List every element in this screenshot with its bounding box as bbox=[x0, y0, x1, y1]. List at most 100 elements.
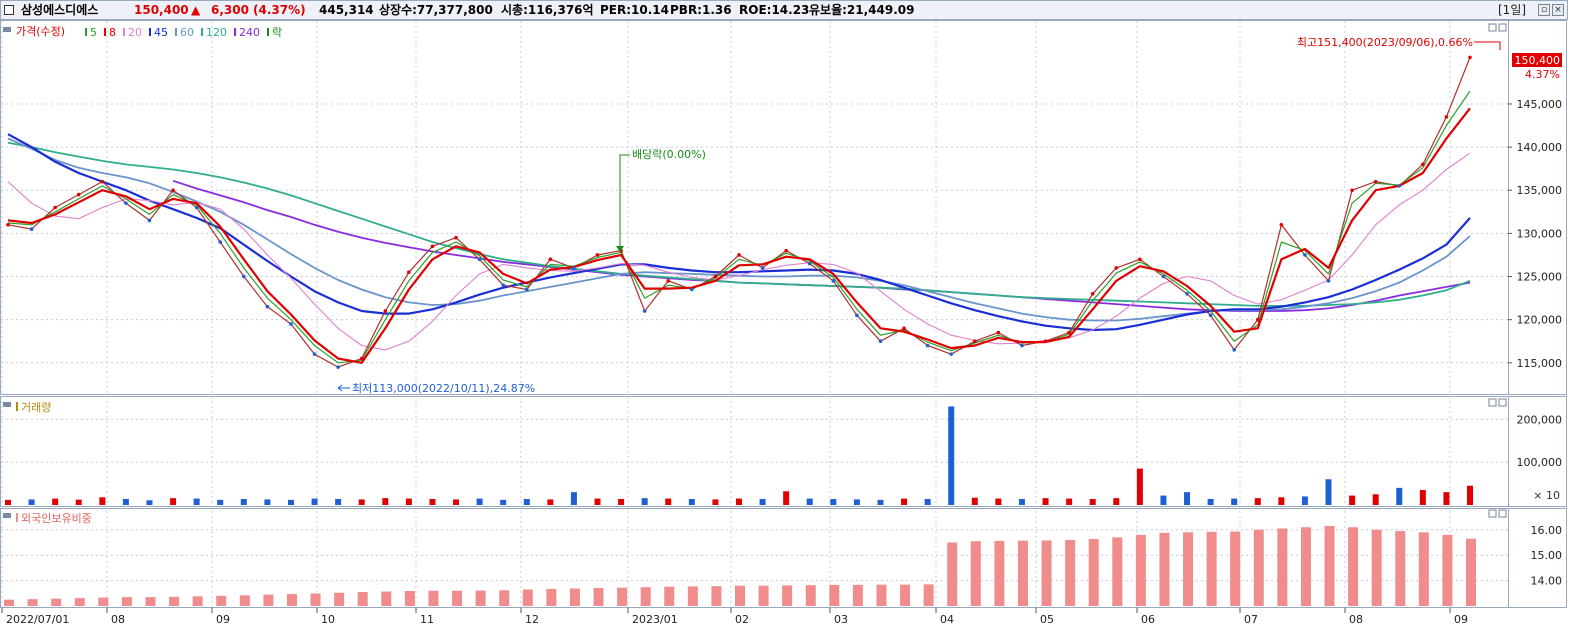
select-checkbox[interactable] bbox=[4, 5, 14, 15]
last-pct-label: 4.37% bbox=[1525, 68, 1560, 81]
series-line-ma120 bbox=[7, 141, 1471, 307]
volume-bar bbox=[405, 498, 412, 505]
price-point bbox=[383, 309, 388, 313]
foreign-bar bbox=[98, 597, 109, 606]
volume-bar bbox=[665, 498, 672, 505]
volume-bar bbox=[759, 499, 766, 505]
roe-ratio: ROE:14.23 bbox=[739, 3, 810, 17]
volume-bar bbox=[1325, 479, 1332, 505]
volume-bar bbox=[358, 499, 365, 505]
low-marker-icon bbox=[337, 384, 350, 392]
foreign-bar bbox=[782, 585, 793, 606]
volume-bar bbox=[1372, 494, 1379, 505]
foreign-bar bbox=[1324, 525, 1335, 606]
price-point bbox=[1444, 115, 1449, 119]
price-point bbox=[1468, 55, 1472, 60]
foreign-bars bbox=[4, 525, 1476, 606]
panel-buttons[interactable] bbox=[1488, 23, 1507, 518]
legend-ma-swatch bbox=[85, 28, 87, 36]
foreign-bar bbox=[381, 591, 392, 606]
panel-handle-icon[interactable] bbox=[3, 27, 11, 32]
x-tick-label: 12 bbox=[525, 613, 539, 626]
foreign-bar bbox=[569, 588, 580, 606]
price-point bbox=[100, 179, 105, 184]
foreign-bar bbox=[829, 584, 840, 606]
price-point bbox=[477, 257, 482, 262]
foreign-bar bbox=[169, 596, 180, 606]
foreign-bar bbox=[1466, 538, 1476, 606]
foreign-bar bbox=[1442, 534, 1453, 606]
price-point bbox=[548, 257, 553, 262]
price-point bbox=[1255, 317, 1260, 322]
foreign-bar bbox=[1230, 531, 1241, 606]
legend-ma-swatch bbox=[149, 28, 151, 36]
foreign-bar bbox=[1300, 527, 1311, 606]
volume-panel[interactable] bbox=[0, 396, 1509, 507]
price-point bbox=[1279, 222, 1284, 227]
foreign-bar bbox=[145, 597, 156, 606]
price-point bbox=[524, 287, 529, 292]
close-icon[interactable] bbox=[1498, 509, 1507, 518]
close-icon[interactable]: × bbox=[1552, 4, 1564, 16]
volume-bar bbox=[924, 499, 931, 505]
volume-bar bbox=[877, 499, 884, 505]
volume-bar bbox=[75, 499, 82, 505]
volume-bar bbox=[1419, 490, 1426, 505]
minimize-icon[interactable] bbox=[1488, 509, 1497, 518]
period-selector[interactable]: [1일] bbox=[1498, 3, 1527, 17]
legend-ex: 락 bbox=[272, 26, 282, 39]
price-point bbox=[807, 261, 812, 266]
legend-price: 가격(수정) bbox=[16, 25, 65, 38]
volume-bar bbox=[1113, 498, 1120, 505]
volume-bar bbox=[146, 500, 153, 505]
stock-chart[interactable]: 115,000 120,000 125,000 130,000 135,000 140,0… bbox=[0, 20, 1570, 629]
close-icon[interactable] bbox=[1498, 23, 1507, 32]
panel-handle-icon[interactable] bbox=[3, 513, 11, 518]
close-icon[interactable] bbox=[1498, 398, 1507, 407]
reserve-ratio: 유보율:21,449.09 bbox=[809, 3, 915, 17]
volume-bar bbox=[1301, 496, 1308, 505]
last-price-tag: 150,400 4.37% bbox=[1512, 53, 1562, 81]
panel-handle-icon[interactable] bbox=[3, 402, 11, 407]
price-point bbox=[642, 309, 647, 313]
foreign-bar bbox=[428, 590, 439, 606]
foreign-bar bbox=[1041, 540, 1052, 606]
foreign-bar bbox=[923, 584, 934, 606]
price-point bbox=[737, 253, 741, 257]
restore-icon[interactable]: ▫ bbox=[1538, 4, 1550, 16]
legend-ma-5: 5 bbox=[90, 26, 97, 39]
trade-volume: 445,314 bbox=[319, 3, 374, 17]
market-cap: 시총:116,376억 bbox=[501, 3, 594, 17]
price-point bbox=[996, 330, 1001, 335]
price-point bbox=[407, 270, 411, 275]
volume-bar bbox=[1207, 499, 1214, 505]
price-tick-label: 145,000 bbox=[1517, 98, 1563, 111]
price-point bbox=[1114, 266, 1119, 270]
volume-bar bbox=[1254, 498, 1261, 505]
foreign-bar bbox=[687, 586, 698, 606]
volume-bar bbox=[99, 497, 106, 505]
x-tick-label: 03 bbox=[834, 613, 848, 626]
price-point bbox=[501, 283, 505, 287]
volume-bar bbox=[736, 498, 742, 505]
price-point bbox=[902, 326, 906, 331]
minimize-icon[interactable] bbox=[1488, 23, 1497, 32]
price-point bbox=[925, 343, 930, 348]
volume-bar bbox=[193, 498, 200, 505]
volume-bar bbox=[287, 499, 294, 505]
price-point bbox=[359, 356, 364, 361]
price-point bbox=[1421, 162, 1425, 167]
stock-info-bar: 삼성에스디에스 150,400 ▲ 6,300 (4.37%) 445,314 … bbox=[0, 0, 1568, 20]
volume-bar bbox=[382, 498, 389, 505]
volume-bar bbox=[1467, 485, 1473, 505]
volume-bar bbox=[594, 498, 601, 505]
volume-bar bbox=[712, 499, 719, 505]
minimize-icon[interactable] bbox=[1488, 398, 1497, 407]
price-axis-panel bbox=[1508, 20, 1567, 395]
low-annotation: 최저113,000(2022/10/11),24.87% bbox=[337, 382, 535, 395]
legend-ma-swatch bbox=[123, 28, 125, 36]
price-panel[interactable] bbox=[0, 20, 1509, 395]
foreign-bar bbox=[1206, 531, 1217, 606]
volume-bar bbox=[1231, 498, 1238, 505]
per-ratio: PER:10.14 bbox=[600, 3, 669, 17]
